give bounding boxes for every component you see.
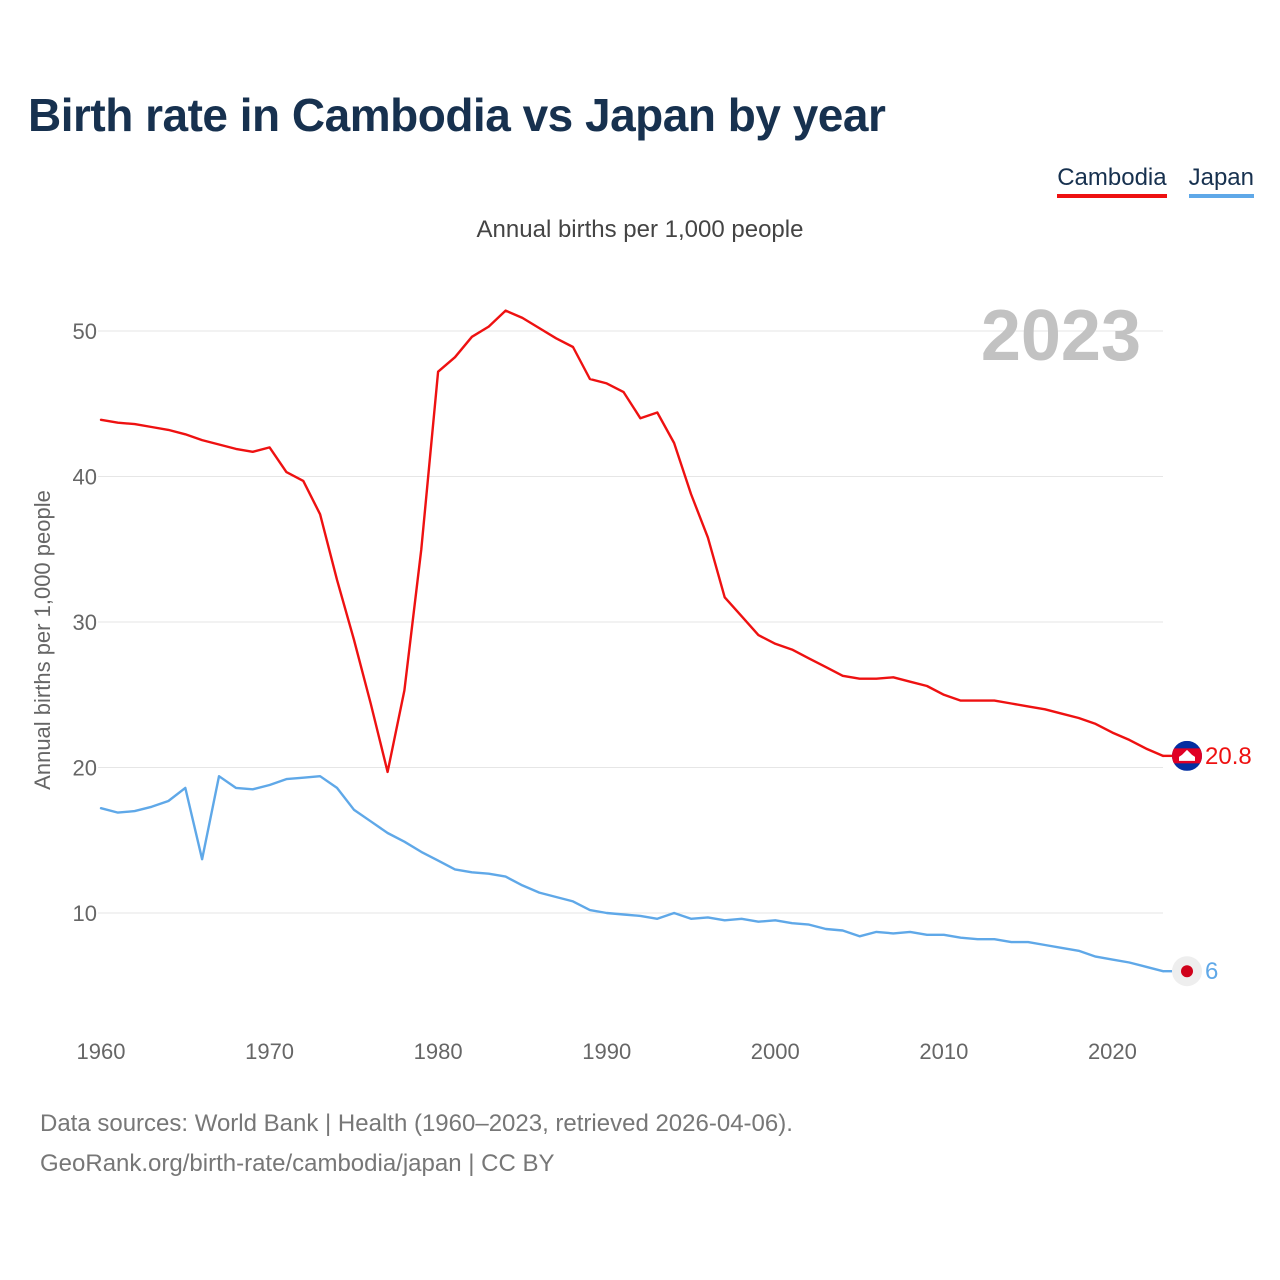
- flag-body: [1172, 740, 1202, 771]
- series-line-japan: [99, 775, 1165, 973]
- legend-item-japan[interactable]: Japan: [1188, 164, 1254, 198]
- end-value-label-japan: 6: [1205, 958, 1218, 985]
- x-tick-label: 2000: [751, 1039, 800, 1064]
- x-tick-label: 1990: [582, 1039, 631, 1064]
- y-tick-label: 30: [73, 610, 97, 635]
- y-tick-label: 10: [73, 901, 97, 926]
- legend: Cambodia Japan: [1057, 164, 1254, 198]
- legend-item-cambodia[interactable]: Cambodia: [1057, 164, 1167, 198]
- series-line-cambodia: [99, 309, 1165, 774]
- temple-icon: [1179, 749, 1195, 761]
- year-label: 2023: [981, 296, 1141, 376]
- y-tick-label: 40: [73, 465, 97, 490]
- y-tick-label: 20: [73, 756, 97, 781]
- x-tick-label: 1960: [77, 1039, 126, 1064]
- x-tick-label: 2020: [1088, 1039, 1137, 1064]
- japan-flag-sun: [1181, 965, 1193, 978]
- chart-title: Birth rate in Cambodia vs Japan by year: [28, 89, 886, 141]
- end-value-label-cambodia: 20.8: [1205, 743, 1252, 770]
- y-axis-label: Annual births per 1,000 people: [30, 490, 55, 790]
- cambodia-flag-marker: [1172, 740, 1202, 771]
- x-tick-label: 2010: [919, 1039, 968, 1064]
- chart-subtitle: Annual births per 1,000 people: [476, 216, 804, 243]
- data-source-note: Data sources: World Bank | Health (1960–…: [40, 1110, 793, 1137]
- x-tick-label: 1980: [414, 1039, 463, 1064]
- footer: Data sources: World Bank | Health (1960–…: [40, 1104, 793, 1184]
- source-link[interactable]: GeoRank.org/birth-rate/cambodia/japan | …: [40, 1150, 555, 1177]
- y-tick-label: 50: [73, 319, 97, 344]
- x-tick-label: 1970: [245, 1039, 294, 1064]
